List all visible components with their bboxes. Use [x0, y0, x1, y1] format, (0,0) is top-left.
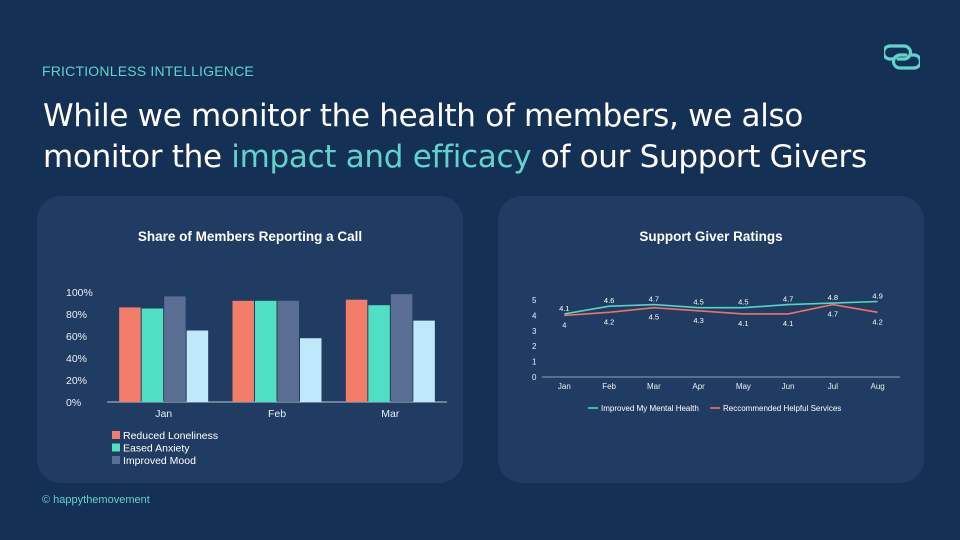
happy-logo-icon [884, 44, 920, 70]
data-label-recommended: 4.1 [738, 319, 748, 328]
legend-swatch [112, 431, 120, 439]
x-tick-label: Mar [381, 408, 400, 420]
legend-swatch [112, 443, 120, 452]
data-label-improved: 4.1 [559, 304, 569, 313]
eyebrow-label: FRICTIONLESS INTELLIGENCE [42, 63, 254, 79]
page-title: While we monitor the health of members, … [43, 96, 923, 178]
y-tick-label: 5 [532, 296, 537, 305]
data-label-improved: 4.7 [649, 295, 659, 304]
headline-part-2: of our Support Givers [531, 139, 867, 175]
data-label-recommended: 4.2 [872, 317, 882, 326]
data-label-improved: 4.6 [604, 296, 614, 305]
x-tick-label: Jan [155, 408, 172, 420]
x-tick-label: Mar [647, 382, 661, 391]
data-label-recommended: 4.3 [693, 316, 703, 325]
series-line-improved [564, 300, 878, 315]
y-tick-label: 40% [66, 353, 87, 365]
legend-label: Eased Anxiety [123, 443, 190, 455]
data-label-recommended: 4.2 [604, 317, 614, 326]
y-tick-label: 4 [532, 311, 537, 320]
bar-chart-title: Share of Members Reporting a Call [137, 229, 363, 244]
bar-chart: 0% 20% 40% 60% 80% 100% Jan Feb Mar Reduced Lonel… [66, 287, 447, 467]
x-tick-label: Jul [828, 382, 838, 391]
bar-mar-0 [345, 299, 368, 402]
bar-mar-2 [390, 294, 413, 402]
line-chart: 0 1 2 3 4 5 Jan Feb Mar Apr May Jun Jul Aug 4.1 4.6 4.7 4… [532, 292, 900, 413]
headline-part-1: While we monitor the health of members, … [43, 98, 804, 175]
legend-label: Improved Mood [123, 455, 196, 467]
data-label-improved: 4.8 [828, 293, 838, 302]
y-tick-label: 3 [532, 327, 537, 336]
bar-chart-card: Share of Members Reporting a Call 0% 20% 4… [37, 196, 463, 483]
y-tick-label: 2 [532, 342, 537, 351]
x-tick-label: Jun [782, 382, 795, 391]
x-tick-label: Feb [602, 382, 616, 391]
bar-feb-1 [255, 300, 277, 402]
legend-label: Reduced Loneliness [123, 430, 218, 442]
copyright-footer: © happythemovement [42, 494, 150, 506]
bar-mar-3 [413, 320, 435, 402]
bar-jan-1 [141, 308, 164, 402]
line-chart-title: Support Giver Ratings [639, 229, 783, 244]
bar-mar-1 [368, 305, 390, 402]
y-tick-label: 1 [532, 358, 537, 367]
y-tick-label: 100% [66, 287, 93, 299]
x-tick-label: May [736, 382, 751, 391]
y-tick-label: 60% [66, 331, 87, 343]
y-tick-label: 0% [66, 397, 81, 409]
bar-jan-0 [119, 307, 141, 402]
data-label-improved: 4.5 [693, 298, 703, 307]
data-label-recommended: 4.5 [649, 313, 659, 322]
bar-jan-3 [186, 330, 209, 402]
x-tick-label: Apr [692, 382, 705, 391]
y-tick-label: 80% [66, 309, 87, 321]
legend-swatch [112, 456, 120, 464]
headline-highlight: impact and efficacy [231, 139, 532, 175]
data-label-improved: 4.7 [783, 295, 793, 304]
line-chart-card: Support Giver Ratings 0 1 2 3 4 5 Jan Feb Mar Apr… [498, 196, 924, 483]
bar-jan-2 [164, 296, 186, 402]
y-tick-label: 0 [532, 373, 537, 382]
y-tick-label: 20% [66, 375, 87, 387]
x-tick-label: Feb [268, 408, 286, 420]
bar-feb-2 [277, 300, 299, 402]
series-line-recommended [564, 303, 878, 317]
x-tick-label: Jan [558, 382, 571, 391]
data-label-improved: 4.5 [738, 298, 748, 307]
x-tick-label: Aug [871, 382, 885, 391]
data-label-recommended: 4 [562, 320, 566, 329]
legend-label: Improved My Mental Health [601, 404, 699, 413]
legend-label: Reccommended Helpful Services [723, 404, 841, 413]
bar-feb-3 [300, 338, 322, 402]
data-label-improved: 4.9 [872, 292, 882, 301]
data-label-recommended: 4.1 [783, 319, 793, 328]
bar-feb-0 [232, 300, 254, 402]
data-label-recommended: 4.7 [828, 310, 838, 319]
